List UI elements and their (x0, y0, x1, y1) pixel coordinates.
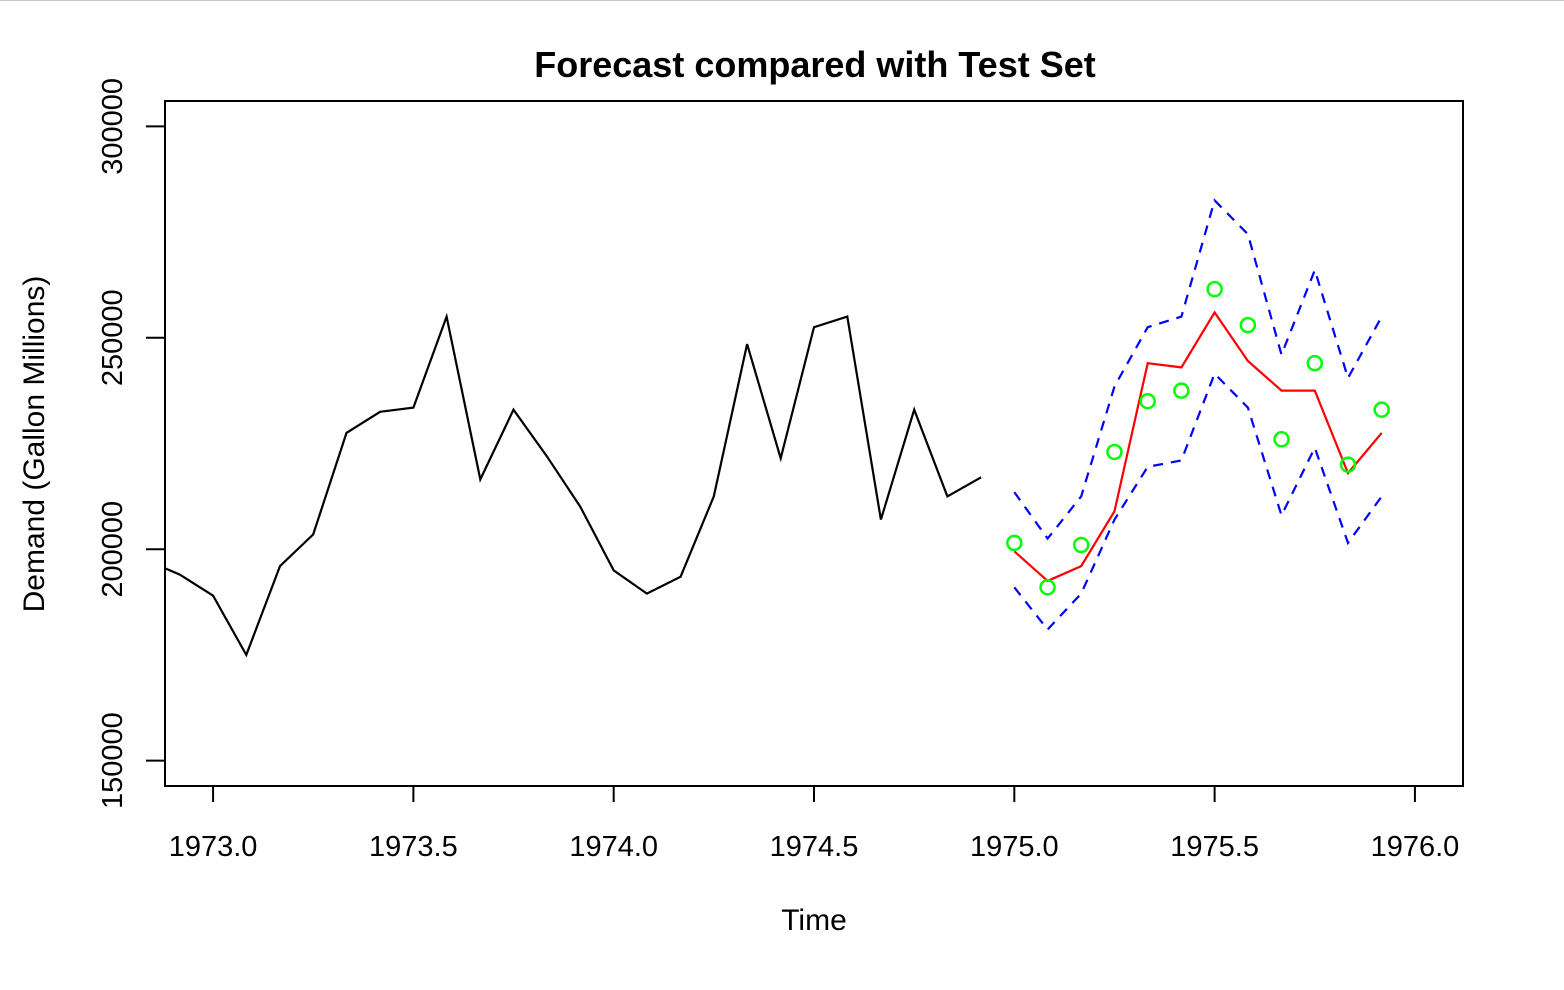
x-tick-label: 1974.5 (770, 831, 859, 863)
interval-upper-line (1013, 198, 1383, 541)
top-border (0, 0, 1564, 1)
test-point (1006, 534, 1023, 552)
test-point (1139, 392, 1156, 410)
test-point (1106, 443, 1123, 461)
test-point (1239, 316, 1257, 334)
interval-lower-line (1013, 371, 1383, 632)
y-axis-label: Demand (Gallon Millions) (18, 276, 51, 613)
chart-title: Forecast compared with Test Set (534, 44, 1095, 85)
test-point (1273, 431, 1290, 448)
x-axis: 1973.0 1973.5 1974.0 1974.5 1975.0 1975.5 1976… (169, 785, 1460, 863)
y-tick-label: 250000 (97, 289, 129, 386)
plot-frame (164, 100, 1464, 787)
y-axis: 150000 200000 250000 300000 (97, 78, 166, 809)
history-line (164, 312, 982, 658)
x-tick-label: 1976.0 (1371, 831, 1460, 863)
forecast-line (1013, 310, 1383, 583)
y-tick-label: 150000 (97, 712, 129, 809)
test-point (1306, 354, 1324, 372)
x-tick-label: 1975.0 (970, 831, 1059, 863)
x-axis-label: Time (781, 904, 847, 937)
test-point (1072, 536, 1090, 554)
x-tick-label: 1973.0 (169, 831, 258, 863)
y-tick-label: 300000 (97, 78, 129, 175)
x-tick-label: 1975.5 (1170, 831, 1259, 863)
plot-series (164, 198, 1383, 658)
test-point (1339, 456, 1357, 473)
x-tick-label: 1974.0 (569, 831, 658, 863)
test-point (1206, 280, 1223, 298)
x-tick-label: 1973.5 (369, 831, 458, 863)
test-point (1373, 401, 1390, 418)
test-point (1173, 382, 1190, 399)
test-points (1006, 280, 1390, 596)
test-point (1039, 579, 1056, 596)
y-tick-label: 200000 (97, 501, 129, 598)
